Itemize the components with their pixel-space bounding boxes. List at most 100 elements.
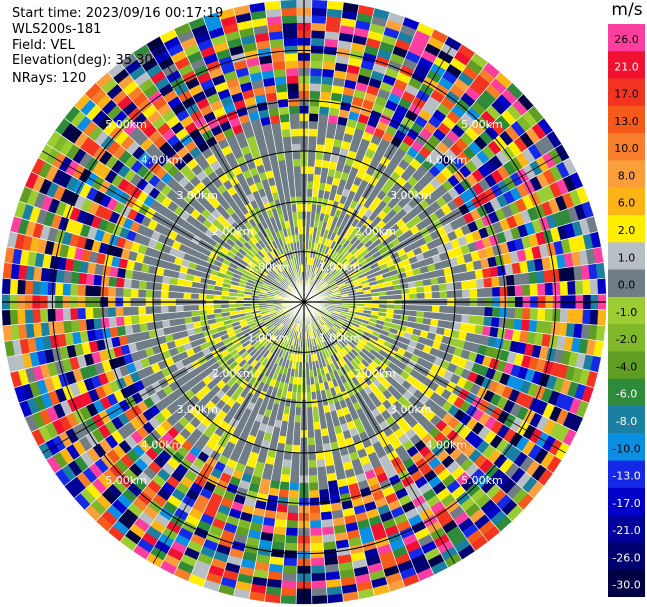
velocity-gate: [274, 518, 288, 529]
instrument-label: WLS200s-181: [12, 22, 102, 37]
velocity-gate: [281, 580, 297, 590]
velocity-gate: [310, 45, 325, 54]
velocity-gate: [93, 317, 103, 330]
velocity-gate: [69, 307, 79, 321]
velocity-gate: [167, 291, 177, 299]
velocity-gate: [315, 451, 325, 461]
velocity-gate: [62, 282, 71, 297]
elevation-label: Elevation(deg): 35.30: [12, 53, 153, 68]
velocity-gate: [491, 286, 501, 298]
velocity-gate: [283, 143, 293, 153]
velocity-gate: [145, 289, 154, 299]
velocity-gate: [309, 535, 324, 544]
colorbar-tick-label: 10.0: [614, 142, 639, 155]
velocity-gate: [307, 459, 318, 469]
velocity-gate: [319, 503, 332, 513]
velocity-gate: [484, 306, 493, 318]
field-label: Field: VEL: [12, 38, 75, 53]
velocity-gate: [309, 67, 323, 77]
velocity-gate: [490, 316, 500, 328]
velocity-gate: [582, 279, 592, 295]
range-ring-label: 4.00km: [426, 438, 468, 451]
velocity-gate: [273, 68, 287, 78]
velocity-gate: [416, 304, 426, 312]
velocity-gate: [514, 284, 524, 297]
velocity-gate: [307, 452, 317, 461]
velocity-gate: [290, 467, 300, 476]
velocity-gate: [475, 278, 485, 289]
velocity-gate: [460, 314, 470, 324]
velocity-gate: [24, 279, 34, 296]
velocity-gate: [85, 273, 95, 286]
velocity-gate: [47, 281, 56, 296]
colorbar-tick-label: 0.0: [618, 279, 636, 292]
colorbar-tick-label: 21.0: [614, 60, 639, 73]
velocity-gate: [264, 0, 282, 11]
velocity-gate: [287, 97, 300, 107]
velocity-gate: [84, 307, 94, 320]
velocity-gate: [506, 285, 516, 297]
velocity-gate: [308, 474, 319, 484]
velocity-gate: [499, 285, 509, 298]
velocity-gate: [438, 283, 448, 292]
velocity-gate: [309, 82, 322, 92]
velocity-gate: [453, 281, 463, 291]
velocity-gate: [137, 288, 147, 299]
velocity-gate: [290, 128, 300, 137]
velocity-gate: [153, 282, 163, 291]
velocity-gate: [276, 91, 289, 101]
velocity-gate: [137, 305, 147, 316]
colorbar-tick-label: -1.0: [616, 306, 637, 319]
velocity-gate: [283, 550, 298, 559]
velocity-gate: [537, 282, 546, 297]
velocity-gate: [498, 317, 508, 329]
velocity-gate: [70, 271, 80, 285]
velocity-gate: [115, 286, 124, 298]
velocity-gate: [308, 497, 321, 507]
velocity-gate: [308, 113, 320, 122]
velocity-gate: [559, 308, 569, 323]
velocity-gate: [285, 67, 299, 77]
velocity-gate: [280, 121, 291, 131]
velocity-gate: [589, 309, 599, 326]
velocity-gate: [1, 309, 11, 326]
velocity-gate: [291, 452, 301, 461]
colorbar-tick-label: -4.0: [616, 360, 637, 373]
velocity-gate: [439, 305, 448, 314]
colorbar-tick-label: 13.0: [614, 115, 639, 128]
velocity-gate: [281, 572, 298, 582]
velocity-gate: [469, 306, 478, 316]
velocity-gate: [32, 280, 41, 296]
velocity-gate: [289, 120, 300, 130]
velocity-gate: [308, 97, 321, 107]
velocity-gate: [9, 309, 19, 326]
velocity-gate: [285, 436, 294, 446]
velocity-gate: [320, 511, 333, 521]
velocity-gate: [115, 277, 125, 289]
velocity-gate: [92, 285, 102, 297]
velocity-gate: [286, 82, 299, 92]
velocity-gate: [316, 136, 326, 146]
velocity-gate: [314, 436, 323, 446]
velocity-gate: [274, 75, 288, 86]
velocity-gate: [318, 106, 330, 116]
velocity-gate: [282, 136, 292, 146]
velocity-gate: [316, 466, 327, 476]
velocity-gate: [1, 278, 11, 295]
velocity-gate: [431, 284, 440, 293]
velocity-gate: [123, 278, 133, 289]
velocity-gate: [160, 312, 170, 321]
velocity-gate: [279, 481, 291, 491]
velocity-gate: [280, 595, 297, 605]
velocity-gate: [310, 572, 327, 582]
velocity-gate: [284, 443, 293, 453]
velocity-gate: [294, 188, 302, 197]
velocity-gate: [310, 30, 326, 39]
velocity-gate: [306, 180, 314, 190]
velocity-gate: [409, 292, 418, 300]
velocity-gate: [282, 30, 298, 39]
velocity-gate: [308, 105, 320, 115]
velocity-gate: [182, 292, 192, 300]
range-ring-label: 2.00km: [212, 225, 254, 238]
velocity-gate: [311, 580, 327, 590]
